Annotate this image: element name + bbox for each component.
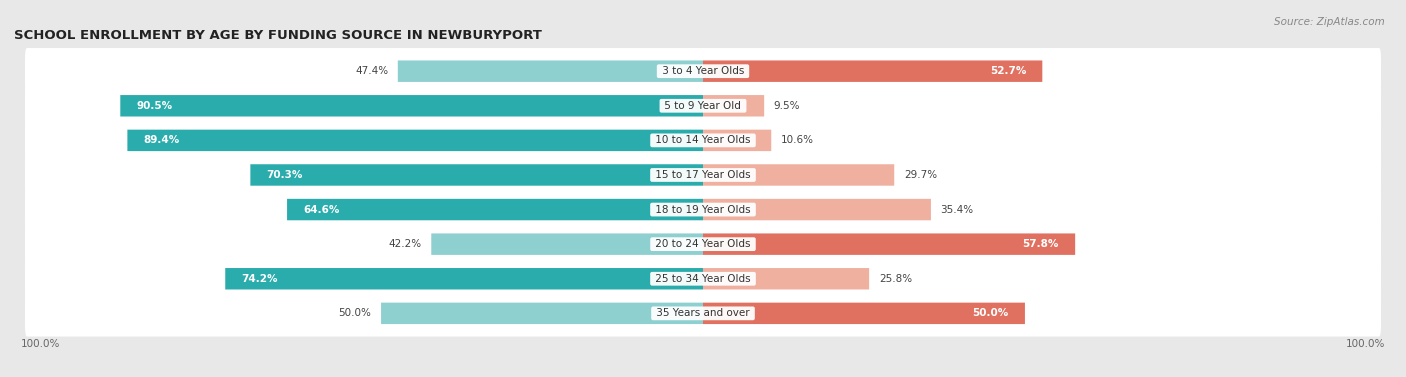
Text: 89.4%: 89.4% <box>143 135 180 146</box>
Text: 100.0%: 100.0% <box>1346 339 1385 349</box>
FancyBboxPatch shape <box>25 256 1381 302</box>
Text: 64.6%: 64.6% <box>304 205 339 215</box>
Text: 25.8%: 25.8% <box>879 274 912 284</box>
FancyBboxPatch shape <box>225 268 703 290</box>
FancyBboxPatch shape <box>250 164 703 186</box>
FancyBboxPatch shape <box>703 303 1025 324</box>
FancyBboxPatch shape <box>703 233 1076 255</box>
FancyBboxPatch shape <box>121 95 703 116</box>
FancyBboxPatch shape <box>25 221 1381 267</box>
FancyBboxPatch shape <box>432 233 703 255</box>
FancyBboxPatch shape <box>703 268 869 290</box>
FancyBboxPatch shape <box>703 130 772 151</box>
Text: 5 to 9 Year Old: 5 to 9 Year Old <box>661 101 745 111</box>
Text: 100.0%: 100.0% <box>21 339 60 349</box>
Text: 52.7%: 52.7% <box>990 66 1026 76</box>
FancyBboxPatch shape <box>25 290 1381 337</box>
Text: 15 to 17 Year Olds: 15 to 17 Year Olds <box>652 170 754 180</box>
FancyBboxPatch shape <box>398 60 703 82</box>
Text: 42.2%: 42.2% <box>388 239 422 249</box>
FancyBboxPatch shape <box>703 164 894 186</box>
FancyBboxPatch shape <box>703 60 1042 82</box>
Text: 57.8%: 57.8% <box>1022 239 1059 249</box>
Text: 10 to 14 Year Olds: 10 to 14 Year Olds <box>652 135 754 146</box>
FancyBboxPatch shape <box>25 186 1381 233</box>
Text: 70.3%: 70.3% <box>267 170 302 180</box>
Text: 90.5%: 90.5% <box>136 101 173 111</box>
FancyBboxPatch shape <box>287 199 703 220</box>
Text: SCHOOL ENROLLMENT BY AGE BY FUNDING SOURCE IN NEWBURYPORT: SCHOOL ENROLLMENT BY AGE BY FUNDING SOUR… <box>14 29 541 42</box>
FancyBboxPatch shape <box>703 199 931 220</box>
Text: 3 to 4 Year Olds: 3 to 4 Year Olds <box>658 66 748 76</box>
Text: 47.4%: 47.4% <box>356 66 388 76</box>
Text: 50.0%: 50.0% <box>339 308 371 318</box>
FancyBboxPatch shape <box>703 95 765 116</box>
Text: 20 to 24 Year Olds: 20 to 24 Year Olds <box>652 239 754 249</box>
Text: 25 to 34 Year Olds: 25 to 34 Year Olds <box>652 274 754 284</box>
Text: 35 Years and over: 35 Years and over <box>652 308 754 318</box>
Text: 29.7%: 29.7% <box>904 170 936 180</box>
FancyBboxPatch shape <box>25 83 1381 129</box>
FancyBboxPatch shape <box>25 48 1381 94</box>
Text: 18 to 19 Year Olds: 18 to 19 Year Olds <box>652 205 754 215</box>
Text: 74.2%: 74.2% <box>242 274 278 284</box>
Text: 50.0%: 50.0% <box>973 308 1010 318</box>
Text: 10.6%: 10.6% <box>780 135 814 146</box>
Text: Source: ZipAtlas.com: Source: ZipAtlas.com <box>1274 17 1385 27</box>
FancyBboxPatch shape <box>381 303 703 324</box>
Text: 9.5%: 9.5% <box>773 101 800 111</box>
FancyBboxPatch shape <box>25 117 1381 164</box>
FancyBboxPatch shape <box>128 130 703 151</box>
Text: 35.4%: 35.4% <box>941 205 974 215</box>
Legend: Public School, Private School: Public School, Private School <box>595 375 811 377</box>
FancyBboxPatch shape <box>25 152 1381 198</box>
